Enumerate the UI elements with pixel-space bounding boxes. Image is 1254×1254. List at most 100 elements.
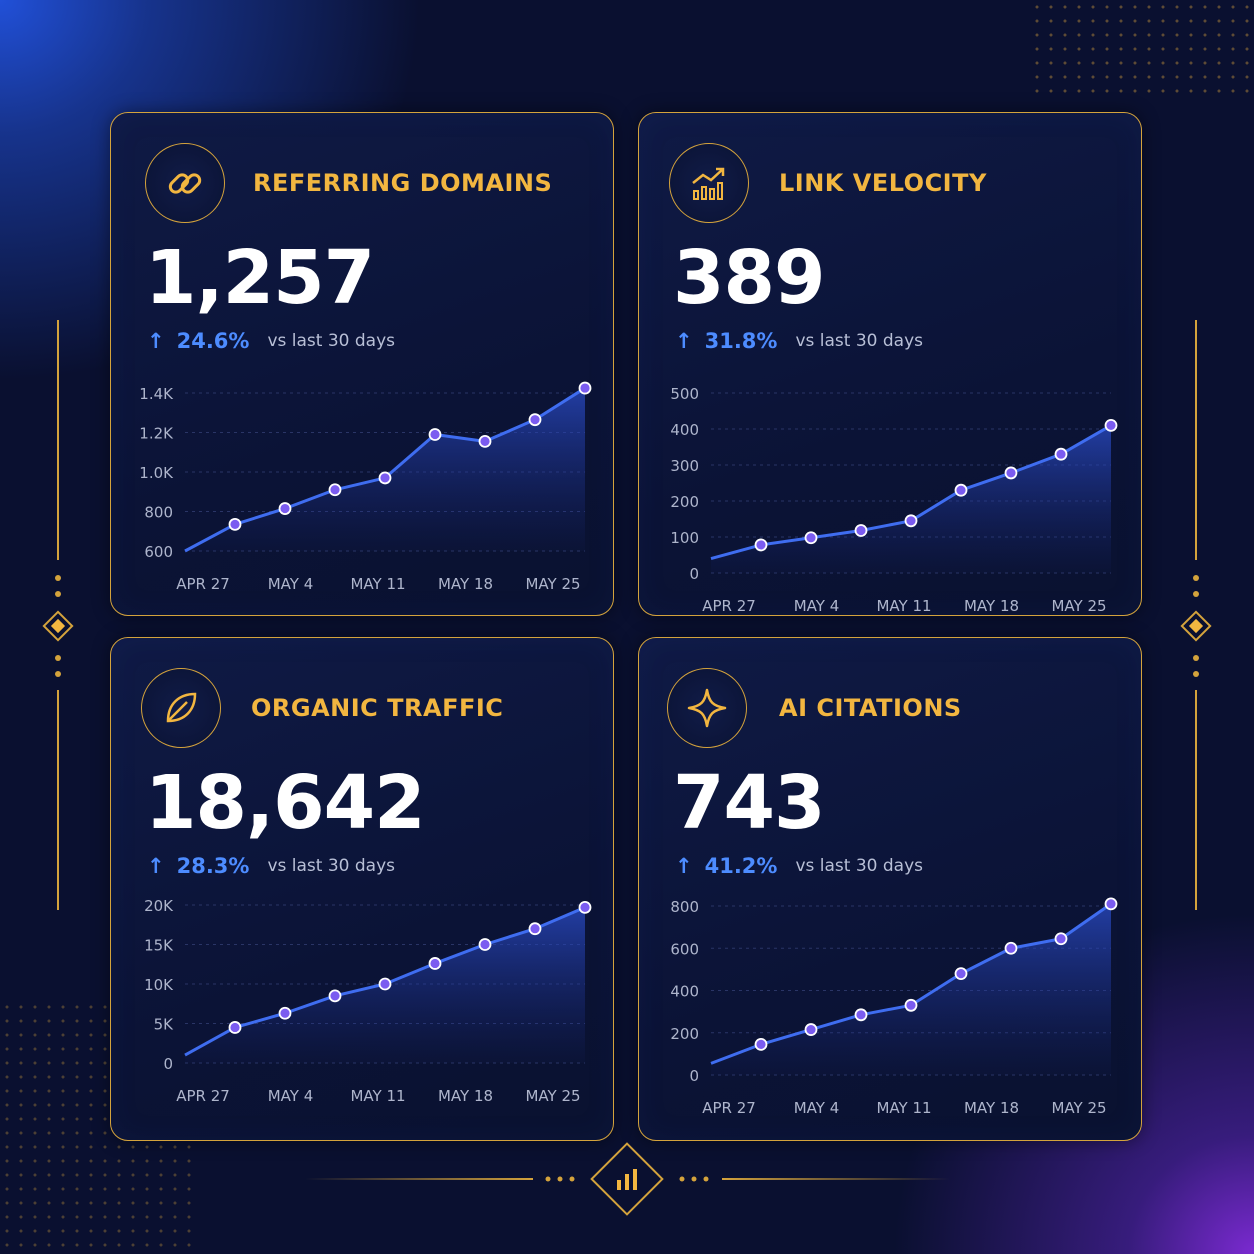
x-tick-label: MAY 4 <box>794 1099 840 1117</box>
x-tick-label: MAY 4 <box>794 597 840 615</box>
delta-comparison: vs last 30 days <box>795 856 924 876</box>
y-tick-label: 400 <box>670 983 699 1001</box>
area-fill <box>711 903 1111 1075</box>
delta-percent: 28.3% <box>176 854 250 878</box>
delta-row: ↑ 31.8% vs last 30 days <box>675 329 923 353</box>
data-point <box>528 413 542 427</box>
data-point <box>428 957 442 970</box>
card-ai-citations: AI CITATIONS 743 ↑ 41.2% vs last 30 days… <box>638 637 1142 1141</box>
y-tick-label: 800 <box>144 504 173 522</box>
metric-value: 18,642 <box>145 760 426 846</box>
x-tick-label: MAY 25 <box>1051 597 1106 615</box>
delta-row: ↑ 24.6% vs last 30 days <box>147 329 395 353</box>
bar-chart-icon <box>617 1169 637 1190</box>
data-point <box>1054 447 1068 461</box>
y-tick-label: 0 <box>689 565 699 583</box>
delta-comparison: vs last 30 days <box>795 331 924 351</box>
delta-row: ↑ 41.2% vs last 30 days <box>675 854 923 878</box>
delta-percent: 24.6% <box>176 329 250 353</box>
trending-up-icon <box>669 143 749 223</box>
delta-comparison: vs last 30 days <box>267 331 396 351</box>
delta-percent: 31.8% <box>704 329 778 353</box>
x-tick-label: APR 27 <box>176 575 230 593</box>
y-tick-label: 5K <box>154 1016 175 1034</box>
metric-value: 1,257 <box>145 235 375 321</box>
data-point <box>378 977 392 991</box>
data-point <box>1104 418 1118 432</box>
data-point <box>1004 941 1018 955</box>
y-tick-label: 20K <box>144 897 174 915</box>
line-chart: 0 100 200 300 400 500 APR 27 MAY 4 MAY 11 MAY 18 M… <box>670 385 1118 615</box>
y-tick-label: 500 <box>670 385 699 403</box>
dot-pattern-top-right <box>1030 0 1254 100</box>
x-tick-label: MAY 11 <box>876 597 931 615</box>
arrow-up-icon: ↑ <box>147 329 165 353</box>
data-point <box>1004 466 1018 480</box>
bottom-divider-left <box>305 1178 533 1180</box>
y-tick-label: 100 <box>670 529 699 547</box>
data-point <box>854 524 868 537</box>
data-point <box>328 989 342 1003</box>
area-fill <box>185 388 585 551</box>
data-point <box>228 517 242 531</box>
data-point <box>278 502 292 515</box>
x-tick-label: APR 27 <box>702 597 756 615</box>
x-tick-label: MAY 25 <box>525 1087 580 1105</box>
data-point <box>428 428 442 441</box>
y-tick-label: 800 <box>670 898 699 916</box>
metric-value: 743 <box>673 760 825 846</box>
card-title: ORGANIC TRAFFIC <box>251 694 504 722</box>
data-point <box>378 471 392 485</box>
card-organic-traffic: ORGANIC TRAFFIC 18,642 ↑ 28.3% vs last 3… <box>110 637 614 1141</box>
delta-percent: 41.2% <box>704 854 778 878</box>
data-point <box>478 938 492 951</box>
delta-row: ↑ 28.3% vs last 30 days <box>147 854 395 878</box>
delta-comparison: vs last 30 days <box>267 856 396 876</box>
data-point <box>754 538 768 552</box>
data-point <box>754 1037 768 1051</box>
x-tick-label: MAY 11 <box>876 1099 931 1117</box>
line-chart: 0 5K 10K 15K 20K APR 27 MAY 4 MAY 11 MAY 18 MAY 2… <box>144 897 592 1105</box>
x-tick-label: MAY 4 <box>268 1087 314 1105</box>
data-point <box>478 434 492 448</box>
arrow-up-icon: ↑ <box>675 329 693 353</box>
data-point <box>528 922 542 936</box>
arrow-up-icon: ↑ <box>147 854 165 878</box>
data-point <box>328 483 342 497</box>
x-tick-label: MAY 25 <box>525 575 580 593</box>
area-fill <box>711 425 1111 573</box>
data-point <box>578 381 592 395</box>
data-point <box>954 483 968 497</box>
card-title: REFERRING DOMAINS <box>253 169 553 197</box>
y-tick-label: 200 <box>670 1025 699 1043</box>
y-tick-label: 600 <box>670 940 699 958</box>
card-referring-domains: REFERRING DOMAINS 1,257 ↑ 24.6% vs last … <box>110 112 614 616</box>
x-tick-label: APR 27 <box>176 1087 230 1105</box>
data-point <box>1104 897 1118 911</box>
data-point <box>804 1023 818 1036</box>
x-tick-label: MAY 11 <box>350 575 405 593</box>
y-tick-label: 10K <box>144 976 174 994</box>
y-tick-label: 0 <box>163 1055 173 1073</box>
arrow-up-icon: ↑ <box>675 854 693 878</box>
sparkle-icon <box>667 668 747 748</box>
y-tick-label: 1.2K <box>139 425 174 443</box>
data-point <box>854 1008 868 1022</box>
leaf-icon <box>141 668 221 748</box>
y-tick-label: 200 <box>670 493 699 511</box>
data-point <box>578 900 592 914</box>
right-ornament <box>1180 320 1212 910</box>
metric-value: 389 <box>673 235 825 321</box>
y-tick-label: 0 <box>689 1067 699 1085</box>
bottom-divider-right <box>722 1178 950 1180</box>
x-tick-label: MAY 18 <box>964 597 1019 615</box>
data-point <box>1054 932 1068 946</box>
data-point <box>228 1021 242 1034</box>
y-tick-label: 1.0K <box>139 464 174 482</box>
data-point <box>278 1006 292 1020</box>
data-point <box>954 967 968 981</box>
card-title: AI CITATIONS <box>779 694 962 722</box>
link-icon <box>145 143 225 223</box>
data-point <box>904 998 918 1012</box>
x-tick-label: MAY 4 <box>268 575 314 593</box>
